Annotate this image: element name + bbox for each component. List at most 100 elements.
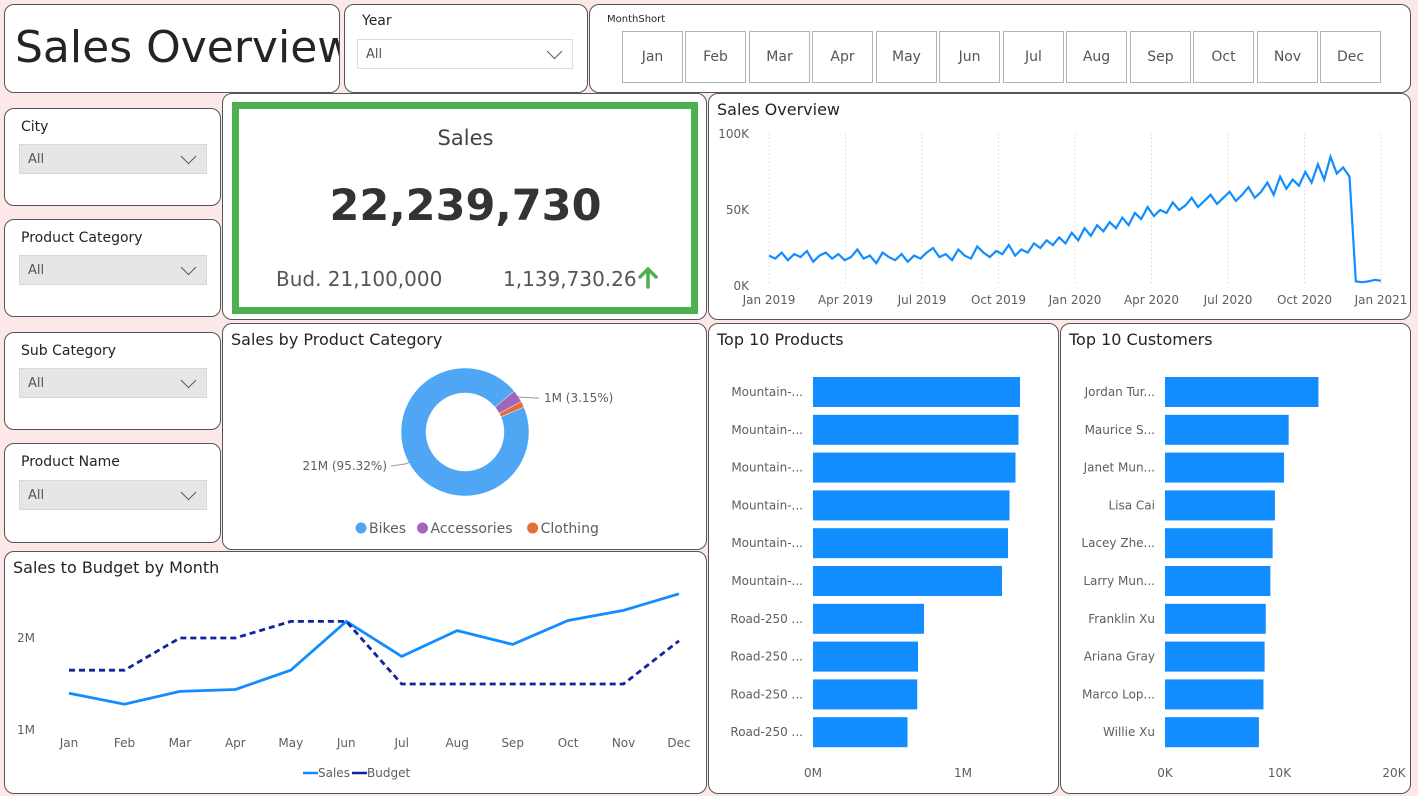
legend-marker [527, 522, 539, 534]
arrow-up-icon [638, 267, 658, 289]
sales-to-budget-plot: 2M 1M Jan Feb Mar Apr May Jun Jul Aug Sep Oct Nov Dec… [17, 592, 691, 780]
legend-label: Bikes [369, 521, 406, 537]
bar [813, 528, 1008, 559]
legend-label: Clothing [541, 521, 599, 537]
x-tick-label: Aug [445, 736, 468, 750]
month-button-aug[interactable]: Aug [1066, 31, 1127, 83]
product-name-slicer: Product Name All [4, 443, 221, 543]
year-slicer-label: Year [362, 13, 392, 29]
data-label-bikes: 21M (95.32%) [302, 459, 387, 473]
city-dropdown[interactable]: All [19, 144, 207, 174]
chart-title: Sales Overview [717, 100, 840, 119]
month-button-jun[interactable]: Jun [939, 31, 1000, 83]
bar [813, 603, 924, 634]
x-tick-label: Jul 2019 [897, 293, 947, 307]
bar [1165, 641, 1265, 672]
month-button-may[interactable]: May [876, 31, 937, 83]
x-tick-label: Sep [501, 736, 524, 750]
year-dropdown-value: All [366, 47, 383, 62]
city-dropdown-value: All [28, 152, 45, 167]
y-tick-label: 50K [726, 203, 750, 217]
page-title: Sales Overview [15, 22, 340, 73]
x-tick-label: 20K [1382, 766, 1406, 780]
month-slicer: MonthShort Jan Feb Mar Apr May Jun Jul A… [589, 4, 1411, 93]
x-tick-label: Oct 2020 [1277, 293, 1332, 307]
legend-marker [417, 522, 428, 534]
month-button-sep[interactable]: Sep [1130, 31, 1191, 83]
x-tick-label: May [278, 736, 303, 750]
x-tick-label: Dec [667, 736, 690, 750]
sales-by-category-chart[interactable]: Sales by Product Category 1M (3.15%) 21M … [222, 323, 707, 550]
budget-series-line [69, 620, 680, 686]
year-slicer: Year All [344, 4, 588, 93]
category-donut-plot: 1M (3.15%) 21M (95.32%) Bikes Accessories Cl… [302, 367, 613, 537]
leader-line [517, 396, 539, 399]
bar [1165, 414, 1289, 445]
x-tick-label: Jun [336, 736, 356, 750]
bar [813, 679, 918, 710]
bar [813, 377, 1020, 407]
month-button-nov[interactable]: Nov [1257, 31, 1318, 83]
category-label: Mountain-... [731, 498, 803, 512]
x-tick-label: Feb [114, 736, 135, 750]
donut-slice-bikes [400, 367, 530, 497]
chart-title: Top 10 Products [717, 330, 844, 349]
chart-title: Sales to Budget by Month [13, 558, 220, 577]
category-label: Road-250 ... [730, 725, 803, 739]
month-button-apr[interactable]: Apr [812, 31, 873, 83]
x-tick-label: Apr 2019 [818, 293, 873, 307]
month-button-dec[interactable]: Dec [1320, 31, 1381, 83]
product-category-dropdown[interactable]: All [19, 255, 207, 285]
top-customers-plot: Jordan Tur... Maurice S... Janet Mun... Lis… [1081, 377, 1407, 780]
sales-to-budget-chart[interactable]: Sales to Budget by Month 2M 1M Jan Feb Mar Ap… [4, 551, 707, 794]
top-customers-chart[interactable]: Top 10 Customers Jordan Tur... Maurice S.… [1060, 323, 1411, 794]
kpi-budget: Bud. 21,100,000 [276, 267, 443, 291]
sales-series-line [768, 153, 1382, 284]
category-label: Road-250 ... [730, 650, 803, 664]
x-tick-label: 1M [954, 766, 972, 780]
y-tick-label: 2M [17, 631, 35, 645]
bar [1165, 679, 1264, 710]
city-slicer-label: City [21, 119, 49, 135]
top-products-plot: Mountain-... Mountain-... Mountain-... Moun… [730, 377, 1020, 780]
category-label: Mountain-... [731, 461, 803, 475]
category-label: Lacey Zhe... [1081, 536, 1155, 550]
month-button-jan[interactable]: Jan [622, 31, 683, 83]
month-button-jul[interactable]: Jul [1003, 31, 1064, 83]
category-label: Mountain-... [731, 536, 803, 550]
category-label: Janet Mun... [1083, 461, 1155, 475]
bar [1165, 528, 1273, 559]
category-label: Mountain-... [731, 385, 803, 399]
category-label: Larry Mun... [1083, 574, 1155, 588]
x-tick-label: Jan [59, 736, 79, 750]
legend-label: Budget [367, 766, 410, 780]
x-tick-label: Apr [225, 736, 246, 750]
x-tick-label: Nov [612, 736, 635, 750]
bar [1165, 490, 1275, 521]
chevron-down-icon [180, 372, 197, 389]
category-label: Road-250 ... [730, 612, 803, 626]
product-category-slicer-label: Product Category [21, 230, 143, 246]
y-tick-label: 100K [718, 127, 750, 141]
product-category-slicer: Product Category All [4, 219, 221, 317]
sales-kpi-card[interactable]: Sales 22,239,730 Bud. 21,100,000 1,139,7… [222, 93, 707, 320]
top-products-chart[interactable]: Top 10 Products Mountain-... Mountain-...… [708, 323, 1059, 794]
sub-category-slicer: Sub Category All [4, 332, 221, 430]
sub-category-dropdown[interactable]: All [19, 368, 207, 398]
sales-overview-chart[interactable]: Sales Overview 100K 50K 0K Jan 2019 Apr 2019… [708, 93, 1411, 320]
month-button-feb[interactable]: Feb [685, 31, 746, 83]
month-button-mar[interactable]: Mar [749, 31, 810, 83]
year-dropdown[interactable]: All [357, 39, 573, 69]
title-card: Sales Overview [4, 4, 340, 93]
kpi-variance: 1,139,730.26 [503, 267, 637, 291]
x-tick-label: Oct 2019 [971, 293, 1026, 307]
x-tick-label: Jul 2020 [1203, 293, 1253, 307]
x-tick-label: Oct [558, 736, 579, 750]
category-label: Jordan Tur... [1084, 385, 1155, 399]
product-name-slicer-label: Product Name [21, 454, 120, 470]
product-name-dropdown[interactable]: All [19, 480, 207, 510]
month-button-oct[interactable]: Oct [1193, 31, 1254, 83]
kpi-value: 22,239,730 [329, 181, 602, 231]
product-category-dropdown-value: All [28, 263, 45, 278]
